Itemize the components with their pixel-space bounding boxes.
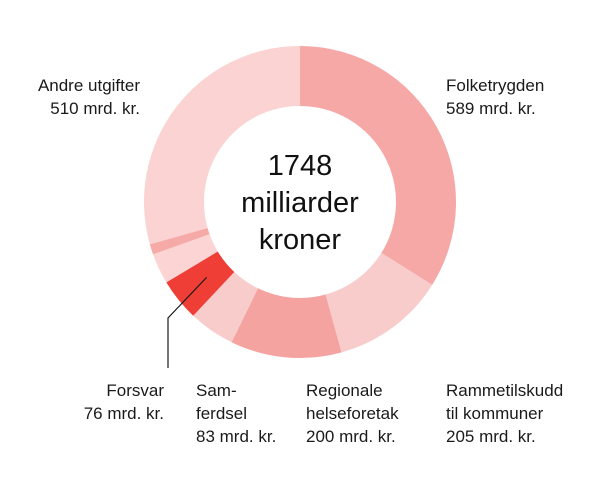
label-regionale-helseforetak: Regionale helseforetak 200 mrd. kr. [306, 379, 399, 448]
center-total-unit-2: kroner [258, 224, 342, 256]
label-regionale-name-1: Regionale [306, 381, 383, 400]
label-forsvar: Forsvar 76 mrd. kr. [0, 379, 164, 425]
label-regionale-name-2: helseforetak [306, 404, 399, 423]
segment-samferdsel [193, 271, 258, 343]
segment-andre-utgifter [143, 46, 300, 245]
segment-regionale-helseforetak [231, 288, 342, 359]
label-samferdsel-value: 83 mrd. kr. [196, 427, 277, 446]
label-samferdsel: Sam- ferdsel 83 mrd. kr. [196, 379, 276, 448]
label-forsvar-name: Forsvar [106, 381, 164, 400]
label-forsvar-value: 76 mrd. kr. [83, 404, 164, 423]
label-andre-utgifter: Andre utgifter 510 mrd. kr. [0, 74, 140, 120]
forsvar-leader-line [167, 276, 208, 368]
segment-other-5 [153, 234, 218, 283]
label-regionale-value: 200 mrd. kr. [306, 427, 396, 446]
label-andre-utgifter-name: Andre utgifter [37, 76, 140, 95]
center-total-label: 1748 milliarder kroner [222, 148, 378, 259]
center-total-unit-1: milliarder [241, 187, 359, 219]
label-rammetilskudd-name-1: Rammetilskudd [446, 381, 564, 400]
label-folketrygden-value: 589 mrd. kr. [446, 99, 536, 118]
segment-other-6 [149, 227, 210, 255]
label-samferdsel-name-1: Sam- [196, 381, 237, 400]
segment-folketrygden [300, 46, 456, 285]
segment-rammetilskudd-til-kommuner [325, 252, 433, 353]
label-samferdsel-name-2: ferdsel [196, 404, 248, 423]
center-total-value: 1748 [267, 150, 333, 182]
label-rammetilskudd-value: 205 mrd. kr. [446, 427, 536, 446]
label-rammetilskudd-name-2: til kommuner [446, 404, 544, 423]
label-folketrygden: Folketrygden 589 mrd. kr. [446, 74, 544, 120]
label-folketrygden-name: Folketrygden [446, 76, 545, 95]
label-rammetilskudd: Rammetilskudd til kommuner 205 mrd. kr. [446, 379, 563, 448]
label-andre-utgifter-value: 510 mrd. kr. [50, 99, 140, 118]
